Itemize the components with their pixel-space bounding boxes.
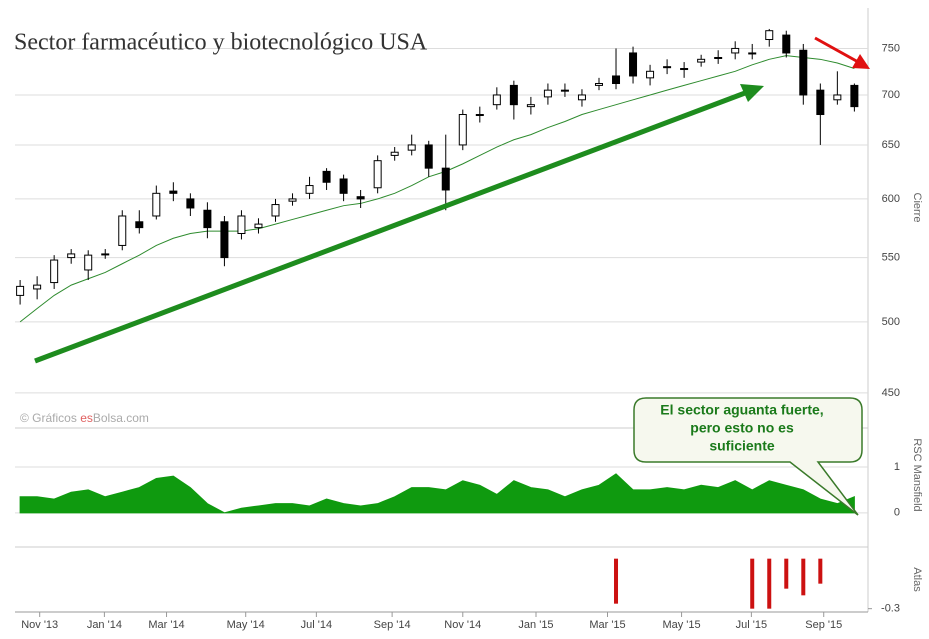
- candle-body: [748, 52, 757, 55]
- watermark-part: Bolsa.com: [93, 411, 149, 425]
- candle-body: [577, 94, 586, 101]
- y-axis-label: Atlas: [911, 567, 923, 592]
- candle-body: [50, 259, 59, 284]
- candle-body: [407, 144, 416, 151]
- candle-body: [135, 221, 144, 229]
- x-tick-label: Nov '13: [21, 619, 58, 631]
- candle-body: [33, 284, 42, 290]
- x-tick-label: Mar '15: [589, 619, 625, 631]
- y-tick-label: 650: [882, 139, 900, 151]
- x-tick-label: Sep '14: [374, 619, 411, 631]
- y-tick-label: 500: [882, 316, 900, 328]
- candle-body: [680, 68, 689, 71]
- bar: [767, 558, 772, 609]
- y-axis-label: RSC Mansfield: [911, 438, 923, 511]
- x-tick-label: Jan '15: [518, 619, 553, 631]
- candle-body: [424, 144, 433, 169]
- watermark: © Gráficos esBolsa.com: [20, 411, 149, 425]
- candle-body: [254, 223, 263, 229]
- candle-body: [629, 52, 638, 77]
- marks: [15, 28, 872, 617]
- bar: [801, 558, 806, 596]
- candle-body: [697, 58, 706, 63]
- candle-body: [373, 160, 382, 189]
- candle-body: [714, 56, 723, 59]
- x-tick-label: Sep '15: [805, 619, 842, 631]
- x-tick-label: Jan '14: [87, 619, 122, 631]
- candle-body: [84, 254, 93, 271]
- x-tick-label: Nov '14: [444, 619, 481, 631]
- candle-body: [560, 89, 569, 92]
- down-arrow: [814, 36, 870, 69]
- candle-body: [526, 104, 535, 108]
- candle-body: [390, 151, 399, 156]
- y-tick-label: -0.3: [881, 603, 900, 615]
- candle-body: [237, 215, 246, 235]
- moving-average: [19, 55, 855, 323]
- candle-body: [799, 49, 808, 96]
- candle-body: [850, 84, 859, 108]
- x-tick-label: May '14: [227, 619, 265, 631]
- candle-body: [203, 209, 212, 229]
- candle-body: [152, 192, 161, 217]
- candle-body: [305, 185, 314, 194]
- candle-body: [169, 190, 178, 194]
- bar: [614, 558, 619, 604]
- candle-body: [833, 94, 842, 101]
- candle-body: [67, 253, 76, 259]
- rsc-area: [19, 473, 855, 514]
- x-tick-label: Jul '15: [736, 619, 767, 631]
- callout-line: suficiente: [709, 438, 775, 454]
- chart-title: Sector farmacéutico y biotecnológico USA: [14, 30, 428, 56]
- candle-body: [663, 66, 672, 69]
- candle-body: [509, 84, 518, 106]
- candle-body: [220, 221, 229, 259]
- candle-body: [271, 204, 280, 217]
- candle-body: [646, 70, 655, 79]
- x-tick-label: Mar '14: [148, 619, 184, 631]
- candle-body: [492, 94, 501, 106]
- y-tick-label: 1: [894, 461, 900, 473]
- x-tick-label: May '15: [662, 619, 700, 631]
- bar: [750, 558, 755, 609]
- candle-body: [594, 83, 603, 86]
- candle-body: [441, 167, 450, 191]
- trend-arrow: [34, 84, 764, 364]
- candle-body: [543, 89, 552, 98]
- candle-body: [101, 253, 110, 256]
- candle-body: [731, 47, 740, 54]
- candle-body: [356, 196, 365, 200]
- y-tick-label: 700: [882, 89, 900, 101]
- candle-body: [475, 114, 484, 117]
- bar: [818, 558, 823, 584]
- y-tick-label: 600: [882, 193, 900, 205]
- callout-line: El sector aguanta fuerte,: [660, 402, 823, 418]
- callout-line: pero esto no es: [690, 420, 794, 436]
- candle-body: [16, 285, 25, 296]
- y-tick-label: 0: [894, 507, 900, 519]
- candle-body: [339, 178, 348, 194]
- y-axis-label: Cierre: [911, 193, 923, 223]
- y-tick-label: 450: [882, 387, 900, 399]
- callout: El sector aguanta fuerte, pero esto no e…: [633, 397, 863, 516]
- candle-body: [118, 215, 127, 246]
- candle-body: [322, 170, 331, 183]
- candle-body: [765, 30, 774, 41]
- y-tick-label: 750: [882, 42, 900, 54]
- watermark-part: © Gráficos: [20, 411, 80, 425]
- y-tick-label: 550: [882, 251, 900, 263]
- candle-body: [612, 75, 621, 85]
- candle-body: [458, 114, 467, 146]
- candle-body: [782, 34, 791, 54]
- watermark-part: es: [80, 411, 93, 425]
- candle-body: [186, 198, 195, 209]
- bar: [784, 558, 789, 589]
- x-tick-label: Jul '14: [301, 619, 332, 631]
- candle-body: [816, 89, 825, 116]
- candle-body: [288, 198, 297, 202]
